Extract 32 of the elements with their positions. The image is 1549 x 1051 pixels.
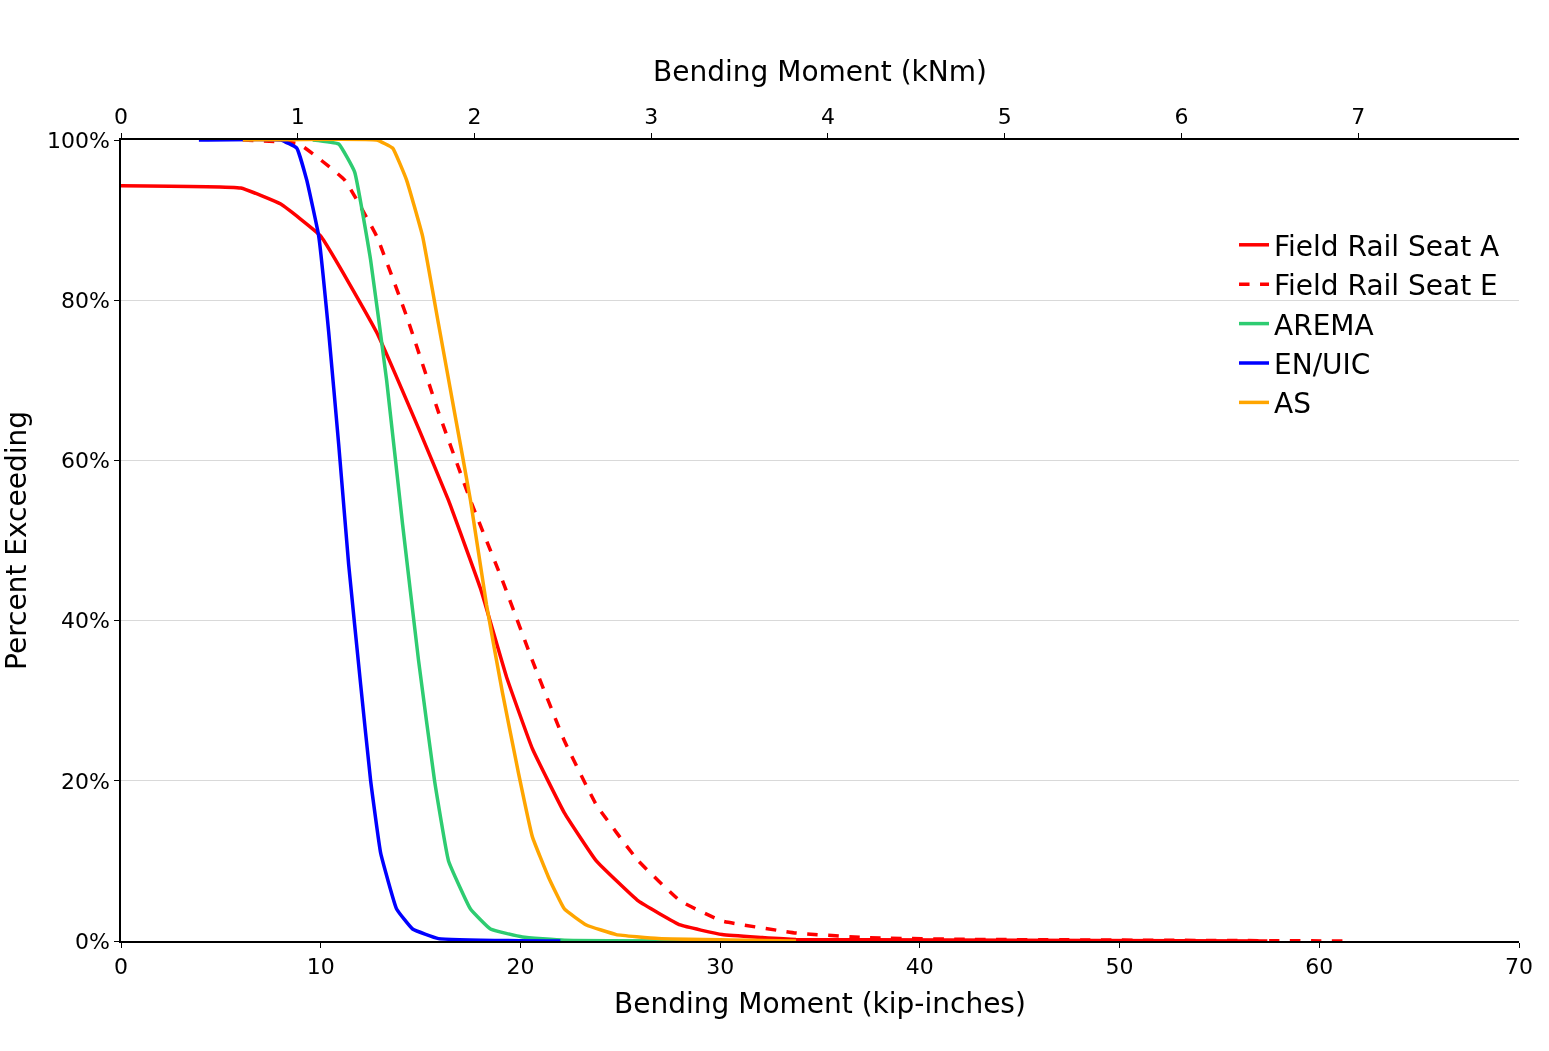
- x2-tick-label: 6: [1174, 104, 1189, 130]
- y-tick-label: 0%: [74, 928, 110, 954]
- x2-tick-label: 0: [114, 104, 128, 130]
- legend-label: EN/UIC: [1274, 347, 1371, 381]
- y-tick-label: 80%: [60, 287, 110, 313]
- x2-tick-label: 1: [290, 104, 305, 130]
- legend-label: AREMA: [1274, 308, 1374, 342]
- y-tick-label: 20%: [60, 768, 110, 794]
- x-tick-label: 70: [1505, 954, 1533, 980]
- legend-label: AS: [1274, 387, 1311, 421]
- x2-tick-label: 7: [1351, 104, 1366, 130]
- x-tick-label: 10: [306, 954, 335, 980]
- x2-tick-label: 4: [820, 104, 835, 130]
- legend-label: Field Rail Seat E: [1274, 269, 1498, 303]
- y-tick-label: 100%: [46, 127, 110, 153]
- x-tick-label: 30: [706, 954, 735, 980]
- x-tick-label: 60: [1305, 954, 1334, 980]
- y-axis-title: Percent Exceeding: [0, 411, 33, 670]
- y-tick-label: 40%: [60, 608, 110, 634]
- x-tick-label: 20: [506, 954, 535, 980]
- x2-tick-label: 3: [644, 104, 659, 130]
- line-series: [241, 140, 798, 941]
- legend-label: Field Rail Seat A: [1274, 229, 1500, 263]
- x-tick-label: 50: [1105, 954, 1134, 980]
- x2-tick-label: 2: [467, 104, 482, 130]
- x-tick-label: 40: [905, 954, 934, 980]
- y-tick-label: 60%: [60, 448, 110, 474]
- x2-tick-label: 5: [997, 104, 1012, 130]
- line-series: [197, 140, 563, 941]
- x2-axis-title: Bending Moment (kNm): [653, 54, 987, 88]
- x-tick-label: 0: [114, 954, 128, 980]
- x-axis-title: Bending Moment (kip-inches): [614, 986, 1026, 1020]
